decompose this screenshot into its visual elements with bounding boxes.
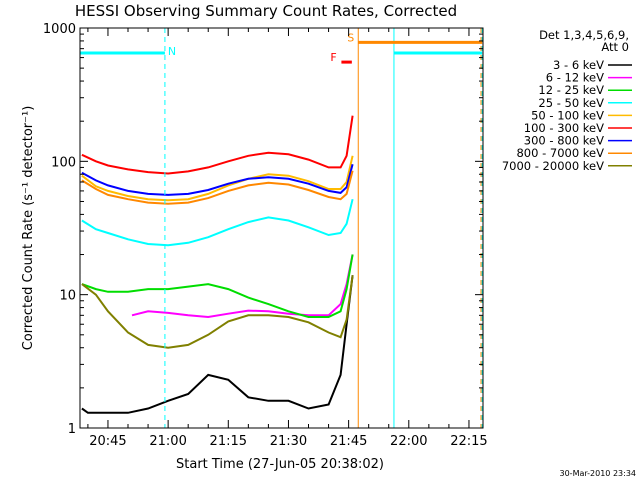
series-line-50-100-kev <box>81 155 354 202</box>
x-tick-label: 21:15 <box>210 434 247 449</box>
flag-label-n: N <box>168 45 176 58</box>
y-tick-label: 1000 <box>43 22 76 37</box>
x-axis-label: Start Time (27-Jun-05 20:38:02) <box>176 457 384 472</box>
axes-layer: 1 10 100 1000 20:45 21:00 21:15 21:30 21:45 22:00… <box>43 22 488 449</box>
x-tick-label: 21:30 <box>270 434 307 449</box>
x-tick-label: 22:15 <box>450 434 487 449</box>
series-line-100-300-kev <box>81 115 354 175</box>
legend-label-7000-20000-kev: 7000 - 20000 keV <box>502 159 604 173</box>
chart-title: HESSI Observing Summary Count Rates, Cor… <box>75 2 457 20</box>
y-tick-label: 10 <box>59 289 76 304</box>
series-line-12-25-kev <box>81 254 354 318</box>
legend-label-25-50-kev: 25 - 50 keV <box>538 96 604 110</box>
legend-label-6-12-kev: 6 - 12 keV <box>546 71 604 85</box>
x-tick-label: 20:45 <box>89 434 126 449</box>
series-line-7000-20000-kev <box>81 275 354 349</box>
series-line-800-7000-kev <box>81 170 354 205</box>
y-axis-label: Corrected Count Rate (s⁻¹ detector⁻¹) <box>21 106 36 351</box>
legend-label-12-25-kev: 12 - 25 keV <box>538 83 604 97</box>
x-tick-label: 22:00 <box>390 434 427 449</box>
data-layer <box>81 115 354 414</box>
y-tick-label: 1 <box>68 422 76 437</box>
marker-layer: N SF <box>79 28 483 428</box>
timestamp: 30-Mar-2010 23:34 <box>560 469 637 478</box>
series-line-300-800-kev <box>81 164 354 196</box>
plot-frame <box>79 27 484 429</box>
series-line-3-6-kev <box>81 275 354 414</box>
x-tick-label: 21:45 <box>330 434 367 449</box>
legend-label-50-100-kev: 50 - 100 keV <box>531 108 604 122</box>
legend-label-3-6-kev: 3 - 6 keV <box>553 58 604 72</box>
legend-header-attenuator: Att 0 <box>601 40 629 54</box>
legend-label-300-800-kev: 300 - 800 keV <box>524 134 604 148</box>
x-tick-label: 21:00 <box>149 434 186 449</box>
legend-label-100-300-kev: 100 - 300 keV <box>524 121 604 135</box>
flag-label-f: F <box>330 51 336 64</box>
y-tick-label: 100 <box>51 155 76 170</box>
legend-label-800-7000-kev: 800 - 7000 keV <box>516 146 604 160</box>
series-line-25-50-kev <box>81 198 354 247</box>
series-line-6-12-kev <box>131 254 354 319</box>
flag-label-s: S <box>347 31 354 44</box>
legend-header-detectors: Det 1,3,4,5,6,9, <box>539 28 629 42</box>
